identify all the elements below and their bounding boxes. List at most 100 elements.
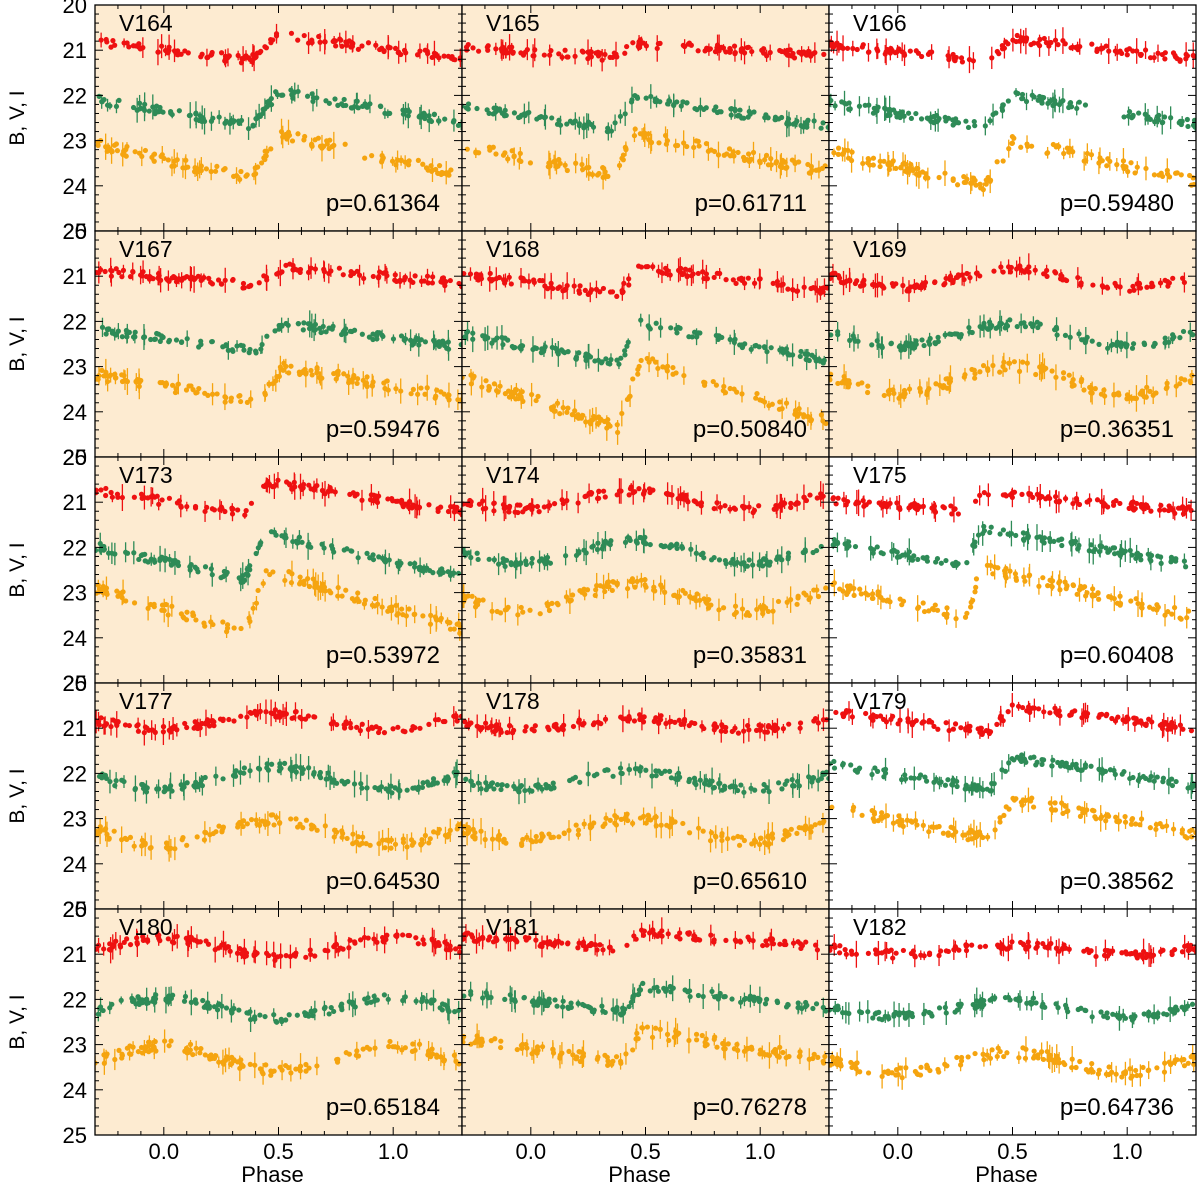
point-v	[934, 119, 940, 125]
point-v	[776, 116, 782, 122]
point-i	[681, 270, 687, 277]
point-i	[602, 494, 608, 500]
y-tick-label: 23	[63, 355, 87, 380]
point-v	[763, 112, 769, 118]
point-b	[434, 387, 440, 393]
point-i	[1142, 47, 1149, 53]
point-v	[963, 118, 969, 124]
point-v	[890, 107, 897, 113]
point-v	[666, 97, 672, 104]
point-b	[314, 365, 320, 371]
point-i	[356, 272, 363, 278]
point-b	[917, 385, 923, 391]
point-v	[897, 343, 903, 349]
point-v	[1067, 334, 1073, 340]
point-b	[537, 611, 543, 617]
point-i	[467, 271, 474, 277]
point-i	[732, 506, 738, 512]
point-b	[212, 168, 219, 174]
point-b	[722, 390, 729, 396]
point-v	[1118, 343, 1124, 350]
point-b	[446, 620, 453, 626]
point-i	[794, 288, 801, 294]
point-b	[306, 583, 313, 590]
point-b	[906, 386, 913, 392]
point-v	[586, 353, 592, 359]
point-i	[235, 52, 241, 59]
point-i	[1103, 43, 1109, 49]
point-v	[634, 94, 640, 100]
point-i	[340, 272, 346, 278]
point-i	[1184, 53, 1191, 59]
point-v	[950, 122, 956, 128]
point-i	[795, 500, 801, 506]
point-b	[289, 138, 296, 144]
point-b	[954, 182, 961, 188]
point-b	[609, 587, 615, 594]
point-b	[635, 366, 641, 373]
point-b	[470, 375, 476, 381]
point-b	[529, 391, 535, 398]
point-b	[687, 593, 693, 600]
point-v	[661, 543, 668, 550]
point-i	[392, 272, 398, 278]
point-b	[835, 151, 841, 157]
point-b	[990, 362, 996, 369]
point-i	[439, 277, 445, 283]
point-i	[522, 49, 529, 55]
data-points	[462, 478, 829, 626]
point-b	[866, 157, 872, 163]
point-b	[535, 393, 541, 399]
point-v	[818, 543, 824, 550]
point-i	[508, 281, 514, 287]
point-i	[1170, 50, 1177, 56]
point-v	[999, 107, 1006, 114]
point-b	[228, 395, 234, 401]
point-i	[624, 43, 630, 50]
point-v	[1047, 98, 1053, 104]
point-v	[798, 122, 804, 129]
point-i	[1036, 43, 1043, 49]
point-v	[318, 329, 324, 336]
point-b	[831, 150, 837, 156]
point-v	[804, 118, 810, 125]
point-b	[309, 143, 315, 149]
point-b	[1025, 143, 1031, 149]
point-i	[609, 289, 616, 295]
point-v	[178, 339, 185, 345]
star-label: V168	[486, 236, 540, 262]
point-v	[555, 351, 561, 357]
point-i	[779, 48, 785, 55]
point-i	[393, 278, 400, 284]
point-v	[1019, 91, 1026, 98]
point-b	[369, 383, 375, 389]
point-i	[328, 268, 334, 274]
point-b	[651, 587, 657, 593]
point-i	[996, 51, 1002, 57]
point-b	[562, 162, 568, 168]
point-b	[870, 162, 876, 168]
point-i	[575, 500, 581, 506]
point-v	[538, 114, 544, 120]
point-i	[599, 57, 605, 63]
point-b	[418, 385, 424, 391]
point-v	[1054, 332, 1060, 338]
point-v	[442, 116, 448, 122]
point-v	[595, 540, 601, 546]
point-v	[728, 106, 734, 112]
point-i	[407, 277, 413, 283]
point-v	[152, 336, 159, 342]
point-b	[400, 612, 406, 618]
point-b	[222, 399, 228, 405]
point-i	[718, 44, 725, 50]
data-points	[462, 257, 829, 445]
point-b	[835, 145, 842, 151]
point-v	[529, 560, 535, 566]
y-tick-label: 23	[63, 129, 87, 154]
point-b	[583, 419, 589, 425]
point-b	[840, 150, 847, 156]
point-b	[208, 168, 214, 175]
point-i	[925, 51, 932, 57]
point-v	[260, 106, 266, 112]
